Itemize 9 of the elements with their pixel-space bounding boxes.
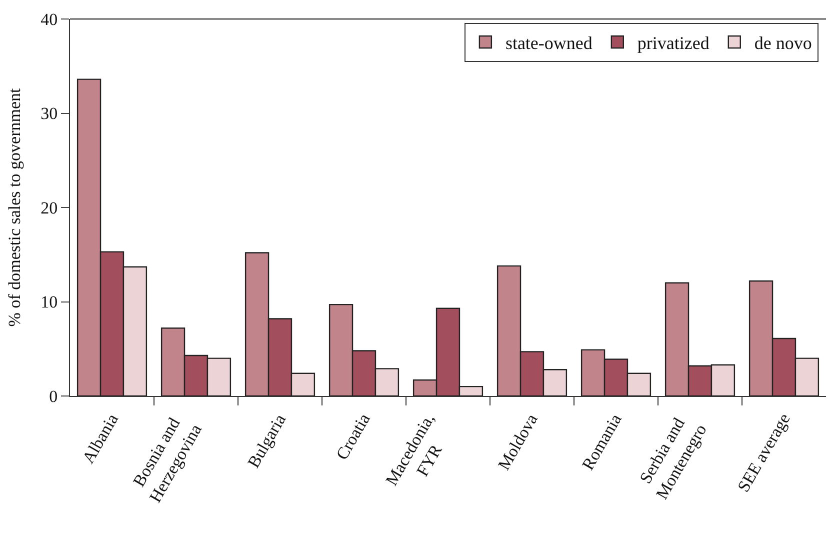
legend-label: de novo <box>754 32 812 53</box>
legend-label: privatized <box>637 32 710 53</box>
y-tick-label: 0 <box>49 386 58 406</box>
y-tick-label: 30 <box>40 104 58 124</box>
y-tick-label: 40 <box>40 10 58 29</box>
y-tick-label: 10 <box>40 292 58 312</box>
y-tick-label: 20 <box>40 198 58 218</box>
legend-label: state-owned <box>505 32 592 53</box>
y-axis-title: % of domestic sales to government <box>5 88 24 327</box>
